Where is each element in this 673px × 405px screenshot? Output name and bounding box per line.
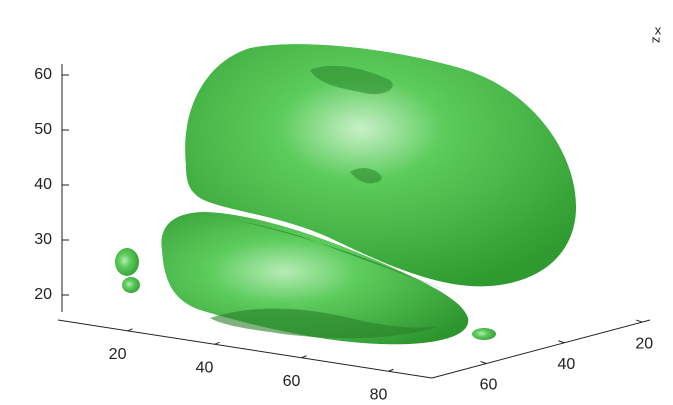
z-tick-label: 30: [34, 231, 52, 248]
isosurface: [115, 44, 576, 344]
x-tick-label: 40: [196, 359, 214, 376]
y-tick: [558, 341, 564, 343]
x-tick: [389, 369, 394, 371]
x-tick: [128, 329, 133, 331]
z-tick-label: 40: [34, 176, 52, 193]
y-tick-label: 40: [557, 356, 575, 373]
x-label: x: [655, 22, 662, 37]
x-tick-label: 20: [109, 346, 127, 363]
y-tick-label: 60: [480, 377, 498, 394]
z-tick-label: 20: [34, 286, 52, 303]
x-tick-label: 60: [283, 373, 301, 390]
z-tick-label: 50: [34, 121, 52, 138]
x-tick-label: 80: [370, 386, 388, 403]
y-tick-label: 20: [635, 335, 653, 352]
chart: z x 20 30 40 50 60 20 40 60 80 20 40 60: [0, 0, 673, 405]
y-tick: [636, 320, 642, 322]
z-tick-label: 60: [34, 66, 52, 83]
x-tick: [215, 342, 220, 344]
y-tick: [481, 362, 487, 364]
x-tick: [302, 356, 307, 358]
z-label: z: [650, 37, 665, 44]
